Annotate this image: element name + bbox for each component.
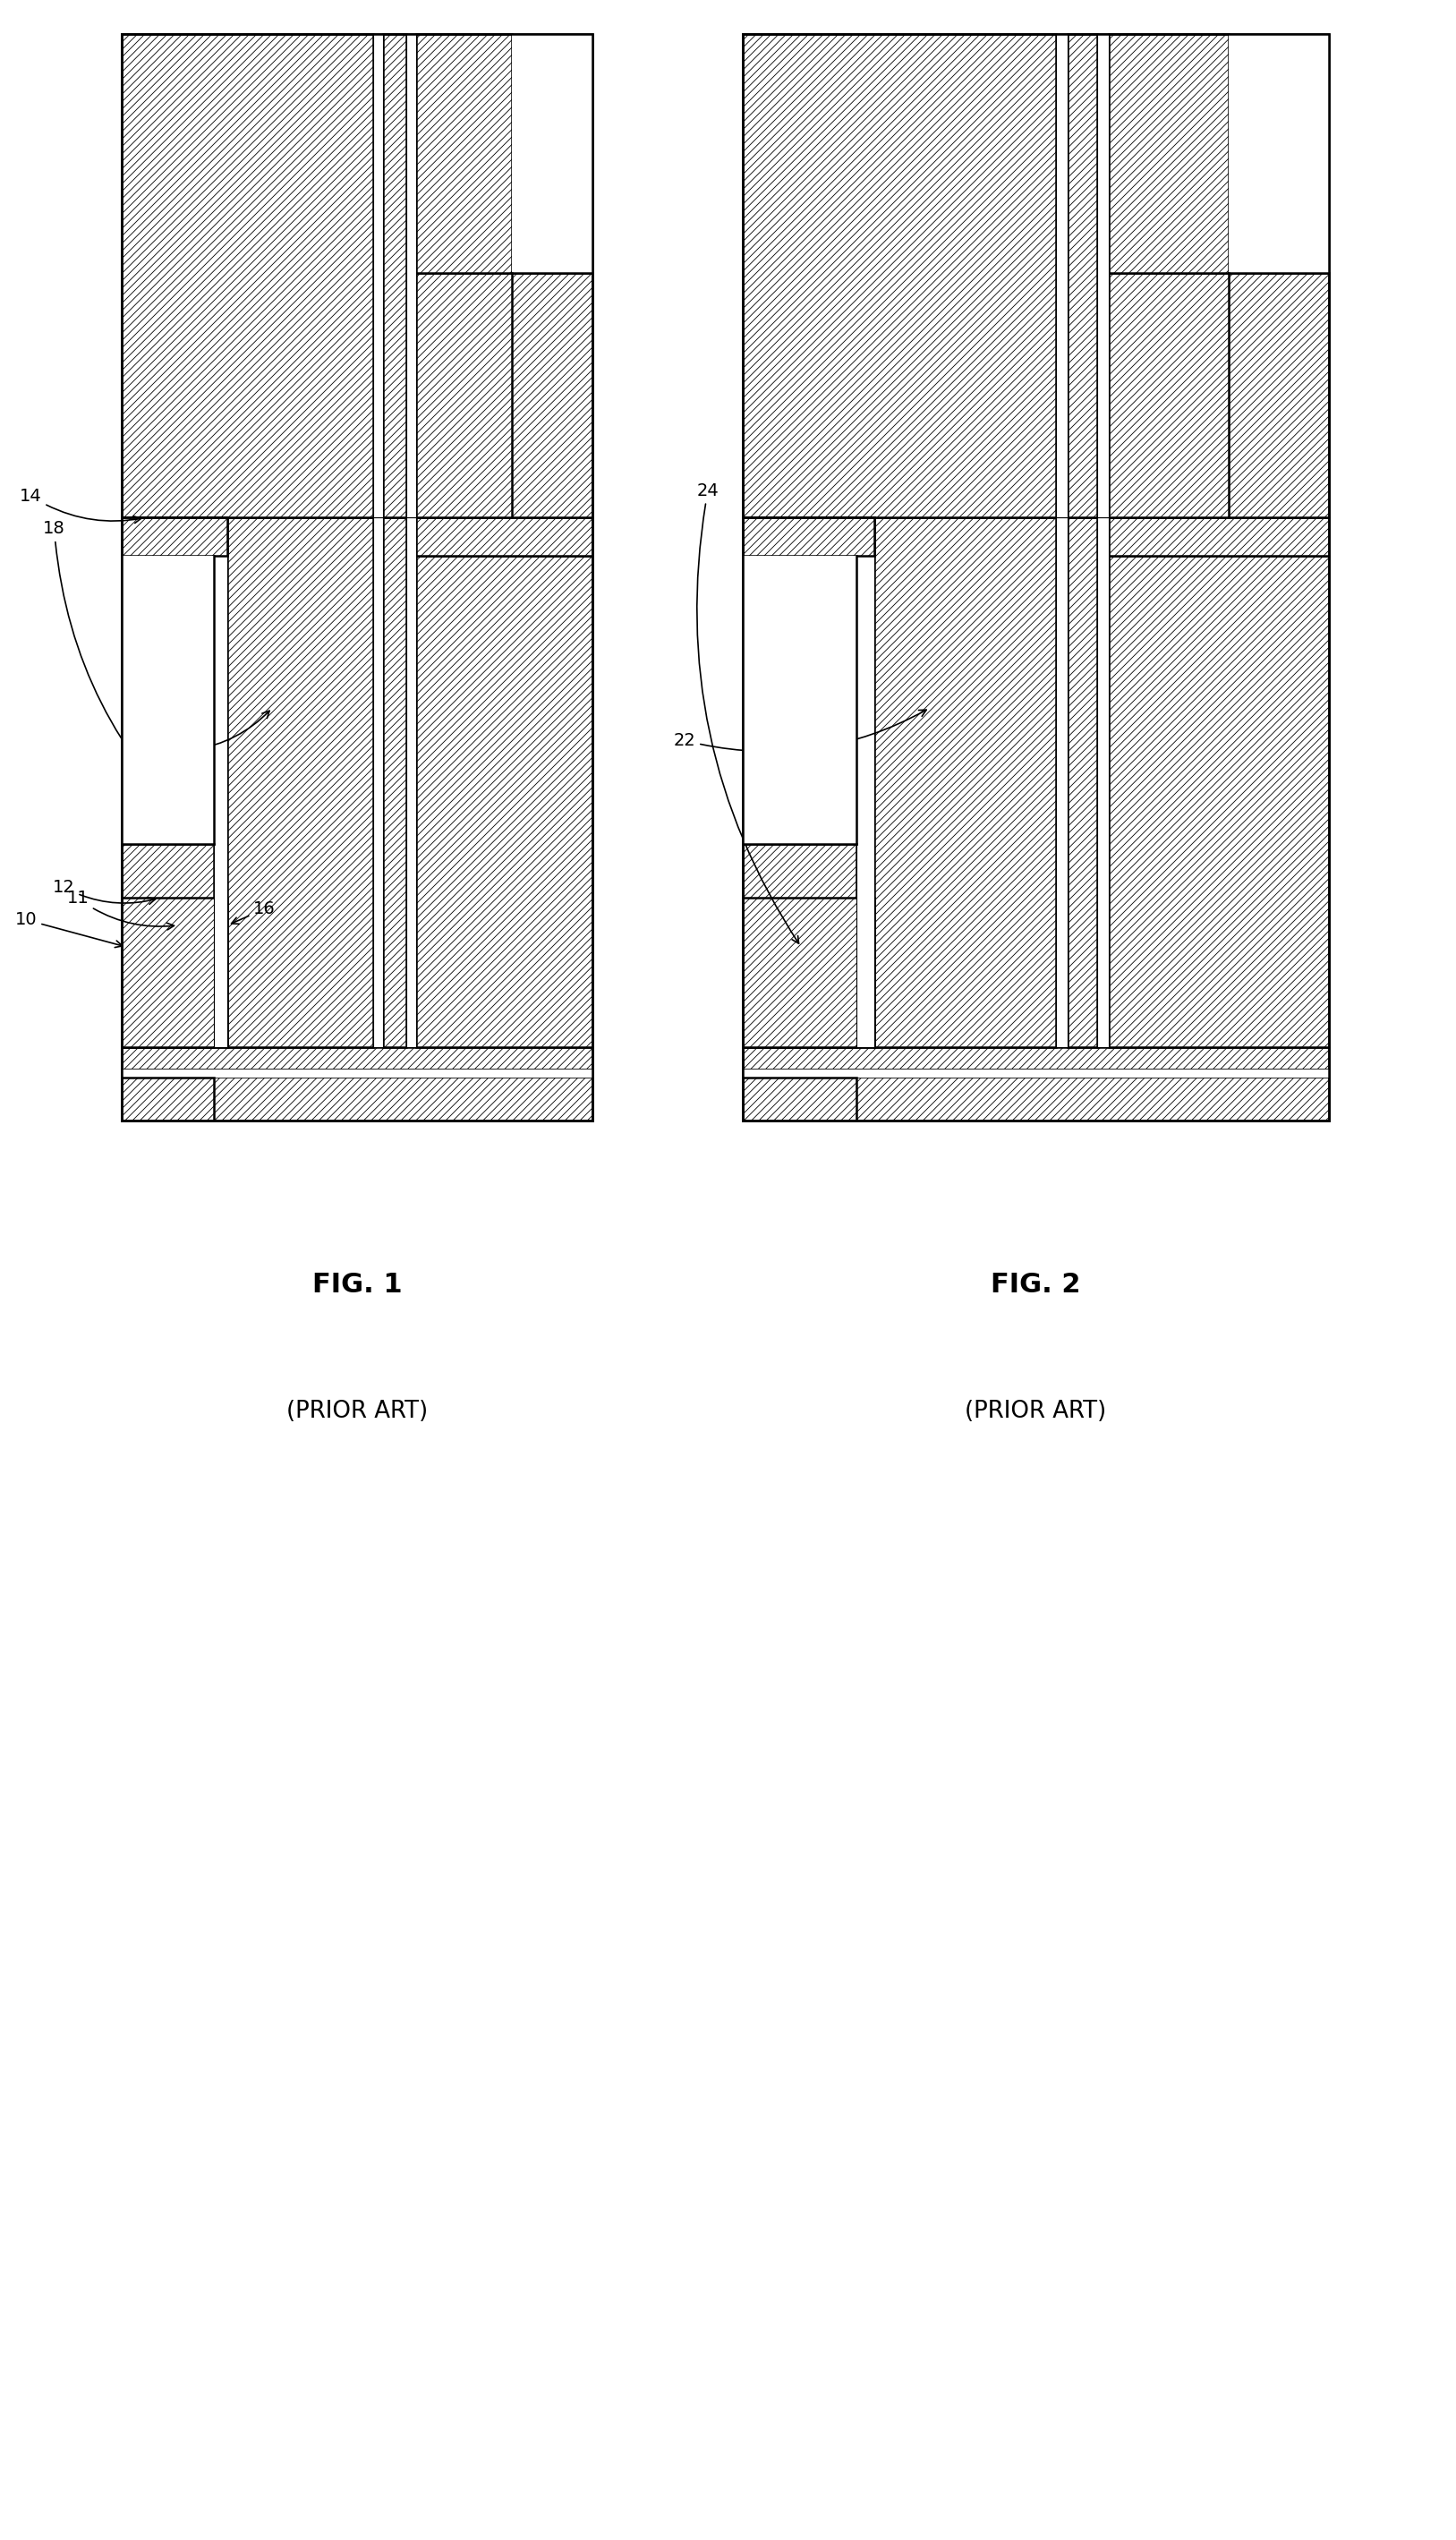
Text: 20: 20 [167, 711, 269, 759]
Bar [856, 518, 874, 1046]
Bar [383, 33, 406, 518]
Bar [1229, 33, 1328, 274]
Bar [1108, 556, 1328, 1046]
Bar [1056, 518, 1067, 1046]
Bar [214, 518, 227, 1046]
Bar [416, 274, 593, 518]
Bar [122, 1077, 214, 1120]
Bar [122, 33, 374, 518]
Bar [122, 1069, 593, 1077]
Text: FIG. 1: FIG. 1 [312, 1273, 402, 1298]
Bar [122, 33, 593, 1120]
Bar [416, 518, 593, 556]
Text: 16: 16 [232, 902, 275, 925]
Bar [1096, 518, 1108, 1046]
Bar [406, 33, 416, 518]
Bar [122, 33, 593, 1120]
Bar [1096, 33, 1108, 518]
Text: 18: 18 [44, 521, 204, 836]
Bar [1108, 274, 1328, 518]
Bar [743, 899, 874, 1046]
Bar [743, 518, 874, 556]
Text: (PRIOR ART): (PRIOR ART) [965, 1400, 1107, 1422]
Text: (PRIOR ART): (PRIOR ART) [287, 1400, 428, 1422]
Bar [743, 1077, 856, 1120]
Bar [416, 33, 513, 274]
Bar [743, 556, 856, 843]
Bar [122, 1069, 593, 1077]
Bar [513, 33, 593, 274]
Bar [743, 33, 1056, 518]
Bar [122, 899, 227, 1046]
Bar [416, 556, 593, 1046]
Bar [743, 1046, 1328, 1120]
Bar [743, 1069, 1328, 1077]
Bar [122, 556, 214, 843]
Text: 10: 10 [15, 912, 122, 947]
Bar [1067, 518, 1096, 1046]
Bar [374, 518, 383, 1046]
Bar [1056, 33, 1067, 518]
Bar [743, 1069, 1328, 1077]
Bar [122, 843, 214, 1046]
Text: 14: 14 [19, 488, 141, 523]
Text: FIG. 2: FIG. 2 [990, 1273, 1080, 1298]
Bar [122, 518, 227, 556]
Text: 11: 11 [67, 889, 175, 930]
Text: 12: 12 [52, 879, 156, 904]
Bar [743, 843, 856, 1046]
Bar [743, 33, 1328, 1120]
Bar [406, 518, 416, 1046]
Bar [1108, 518, 1328, 556]
Bar [1067, 33, 1096, 518]
Text: 24: 24 [697, 483, 799, 942]
Text: 22: 22 [673, 709, 926, 752]
Bar [874, 518, 1056, 1046]
Bar [743, 33, 1328, 1120]
Bar [227, 518, 374, 1046]
Bar [122, 1046, 593, 1120]
Bar [383, 518, 406, 1046]
Bar [1108, 33, 1229, 274]
Bar [374, 33, 383, 518]
